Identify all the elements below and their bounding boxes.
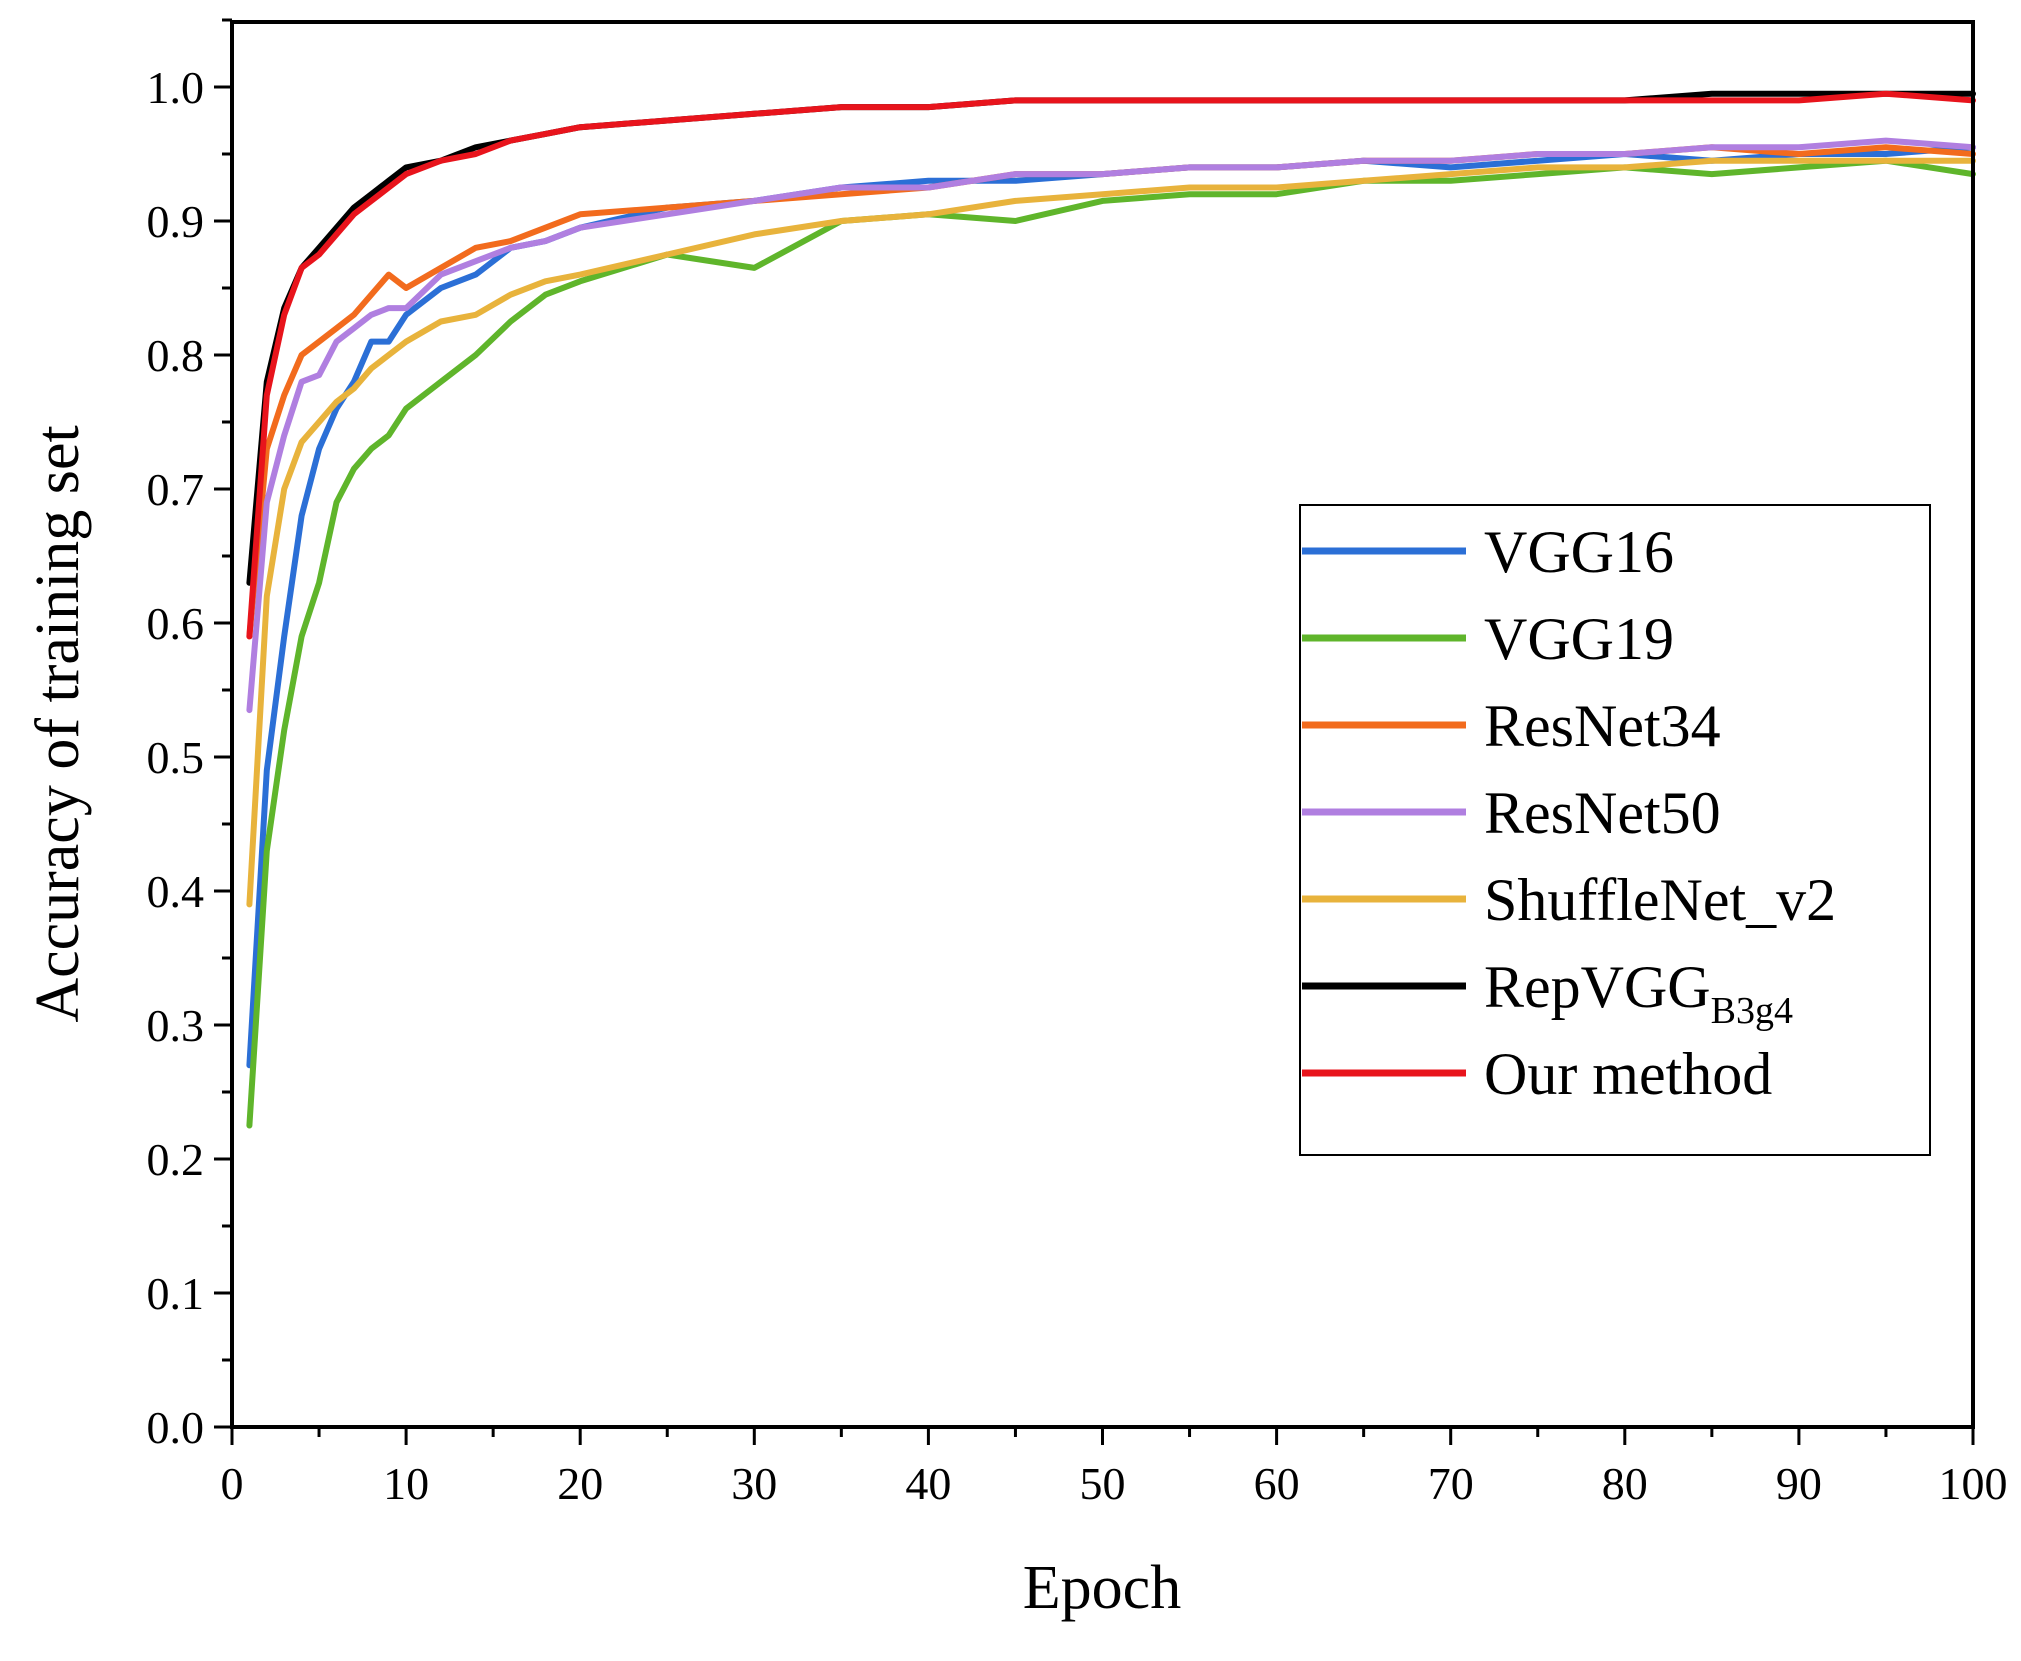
- legend-entry: ShuffleNet_v2: [1484, 867, 1836, 933]
- legend-entry: VGG16: [1484, 519, 1674, 585]
- x-tick-label: 50: [1080, 1458, 1126, 1509]
- y-tick-label: 0.0: [147, 1402, 205, 1453]
- x-tick-label: 40: [905, 1458, 951, 1509]
- y-tick-label: 0.9: [147, 196, 205, 247]
- y-tick-label: 0.7: [147, 464, 205, 515]
- x-tick-label: 100: [1939, 1458, 2008, 1509]
- y-tick-label: 1.0: [147, 62, 205, 113]
- x-tick-label: 0: [221, 1458, 244, 1509]
- y-axis-title: Accuracy of training set: [24, 425, 92, 1022]
- x-axis-title: Epoch: [1023, 1554, 1181, 1622]
- x-tick-label: 70: [1428, 1458, 1474, 1509]
- y-tick-label: 0.8: [147, 330, 205, 381]
- axes-ticks: [214, 18, 1975, 1445]
- legend-entry: VGG19: [1484, 606, 1674, 672]
- y-tick-label: 0.4: [147, 866, 205, 917]
- legend-box: [1299, 504, 1931, 1156]
- y-tick-label: 0.1: [147, 1268, 205, 1319]
- x-tick-label: 30: [731, 1458, 777, 1509]
- tick-labels: 0 10 20 30 40 50 60 70 80 90 100 0.0 0.1 0.2 0.3 0.4 0.5…: [147, 62, 2008, 1509]
- x-tick-label: 60: [1254, 1458, 1300, 1509]
- data-series: [246, 90, 1976, 1129]
- y-tick-label: 0.6: [147, 598, 205, 649]
- legend-entry: Our method: [1484, 1041, 1772, 1107]
- series-line-shufflenet-v2: [246, 157, 1976, 908]
- y-tick-label: 0.3: [147, 1000, 205, 1051]
- legend-entry: ResNet50: [1484, 780, 1721, 846]
- x-tick-label: 10: [383, 1458, 429, 1509]
- x-tick-label: 90: [1776, 1458, 1822, 1509]
- x-tick-label: 20: [557, 1458, 603, 1509]
- legend: VGG16 VGG19 ResNet34 ResNet50 ShuffleNet_v2 R…: [1299, 504, 1931, 1156]
- plot-frame: [230, 20, 1975, 1429]
- series-line-resnet50: [246, 137, 1976, 714]
- y-tick-label: 0.2: [147, 1134, 205, 1185]
- y-tick-label: 0.5: [147, 732, 205, 783]
- x-tick-label: 80: [1602, 1458, 1648, 1509]
- legend-entry: RepVGGB3g4: [1484, 954, 1793, 1032]
- series-line-our-method: [246, 90, 1976, 640]
- legend-entry: ResNet34: [1484, 693, 1721, 759]
